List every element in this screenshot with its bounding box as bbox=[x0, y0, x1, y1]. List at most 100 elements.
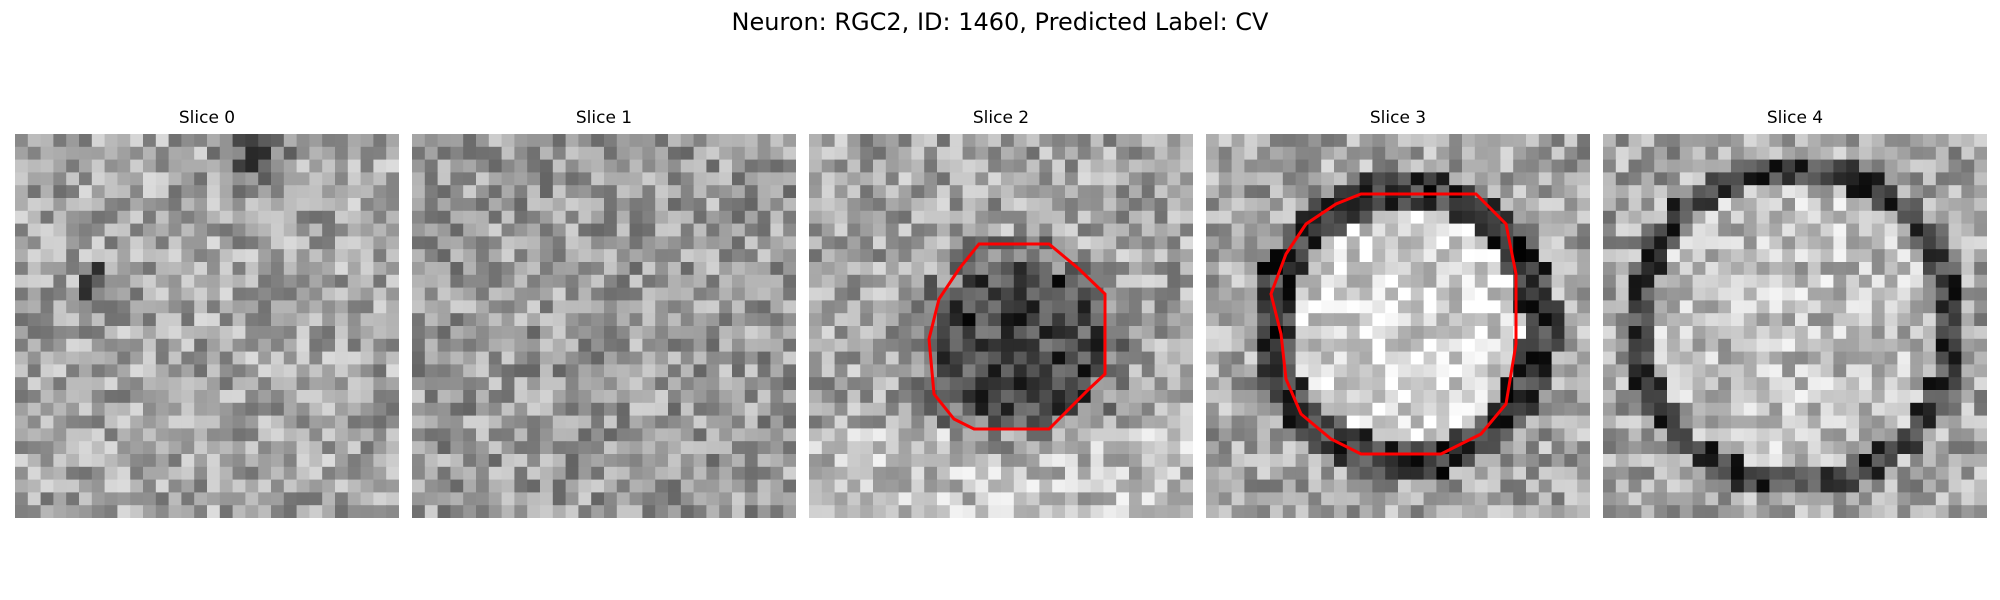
pixel-cell bbox=[1654, 492, 1668, 506]
pixel-cell bbox=[219, 313, 234, 327]
pixel-cell bbox=[1705, 172, 1719, 186]
pixel-cell bbox=[1820, 479, 1834, 493]
pixel-cell bbox=[143, 428, 157, 442]
pixel-cell bbox=[1308, 454, 1322, 468]
pixel-cell bbox=[296, 466, 310, 481]
pixel-cell bbox=[27, 249, 42, 263]
pixel-cell bbox=[1577, 377, 1590, 391]
pixel-cell bbox=[1935, 198, 1950, 212]
pixel-cell bbox=[1692, 159, 1706, 173]
pixel-cell bbox=[1206, 390, 1220, 404]
pixel-cell bbox=[1206, 287, 1220, 301]
pixel-cell bbox=[104, 377, 118, 391]
pixel-cell bbox=[143, 351, 157, 365]
pixel-cell bbox=[719, 390, 733, 404]
pixel-cell bbox=[744, 454, 759, 468]
pixel-cell bbox=[245, 466, 259, 481]
pixel-cell bbox=[1218, 210, 1233, 225]
pixel-cell bbox=[744, 198, 759, 212]
pixel-cell bbox=[1244, 326, 1258, 340]
pixel-cell bbox=[412, 351, 426, 365]
pixel-cell bbox=[924, 454, 938, 468]
pixel-cell bbox=[104, 428, 118, 442]
pixel-cell bbox=[360, 313, 374, 327]
pixel-cell bbox=[1398, 300, 1412, 314]
slice-title: Slice 4 bbox=[1766, 108, 1824, 128]
pixel-cell bbox=[540, 287, 554, 301]
pixel-cell bbox=[1641, 210, 1655, 225]
pixel-cell bbox=[450, 505, 464, 518]
pixel-cell bbox=[1884, 466, 1898, 481]
pixel-cell bbox=[207, 236, 221, 250]
pixel-cell bbox=[1359, 415, 1373, 429]
pixel-cell bbox=[1603, 236, 1617, 250]
pixel-cell bbox=[181, 364, 195, 378]
pixel-cell bbox=[924, 210, 938, 225]
pixel-cell bbox=[680, 236, 695, 250]
pixel-cell bbox=[1603, 223, 1617, 237]
pixel-cell bbox=[66, 492, 80, 506]
pixel-cell bbox=[1551, 390, 1565, 404]
pixel-cell bbox=[1167, 146, 1181, 161]
pixel-cell bbox=[335, 313, 349, 327]
pixel-cell bbox=[1948, 492, 1962, 506]
pixel-cell bbox=[1052, 428, 1066, 442]
pixel-cell bbox=[937, 210, 951, 225]
pixel-cell bbox=[386, 492, 399, 506]
pixel-cell bbox=[591, 313, 605, 327]
pixel-cell bbox=[847, 428, 861, 442]
pixel-cell bbox=[1026, 300, 1040, 314]
pixel-cell bbox=[360, 262, 374, 276]
pixel-cell bbox=[360, 185, 374, 199]
pixel-cell bbox=[1410, 274, 1425, 289]
pixel-cell bbox=[1052, 402, 1066, 417]
pixel-cell bbox=[501, 185, 515, 199]
pixel-cell bbox=[1526, 274, 1540, 289]
pixel-cell bbox=[1141, 159, 1156, 173]
pixel-cell bbox=[450, 402, 464, 417]
pixel-cell bbox=[604, 364, 618, 378]
pixel-cell bbox=[1641, 236, 1655, 250]
pixel-cell bbox=[488, 326, 503, 340]
pixel-cell bbox=[1410, 428, 1425, 442]
pixel-cell bbox=[181, 466, 195, 481]
pixel-cell bbox=[834, 364, 848, 378]
pixel-cell bbox=[1910, 249, 1924, 263]
pixel-cell bbox=[117, 249, 131, 263]
pixel-cell bbox=[1103, 492, 1117, 506]
pixel-cell bbox=[1897, 351, 1911, 365]
pixel-cell bbox=[847, 249, 861, 263]
pixel-cell bbox=[373, 262, 387, 276]
pixel-cell bbox=[975, 198, 989, 212]
pixel-cell bbox=[53, 505, 67, 518]
pixel-cell bbox=[1013, 479, 1028, 493]
pixel-cell bbox=[540, 415, 554, 429]
pixel-cell bbox=[194, 364, 208, 378]
pixel-cell bbox=[770, 287, 784, 301]
pixel-cell bbox=[1436, 236, 1450, 250]
pixel-cell bbox=[1026, 134, 1040, 148]
pixel-cell bbox=[1206, 172, 1220, 186]
pixel-cell bbox=[219, 172, 234, 186]
pixel-cell bbox=[847, 300, 861, 314]
pixel-cell bbox=[155, 274, 170, 289]
pixel-cell bbox=[937, 441, 951, 455]
pixel-cell bbox=[1077, 287, 1092, 301]
pixel-cell bbox=[1692, 210, 1706, 225]
pixel-cell bbox=[680, 287, 695, 301]
pixel-cell bbox=[885, 236, 900, 250]
pixel-cell bbox=[1500, 492, 1514, 506]
pixel-cell bbox=[347, 479, 362, 493]
pixel-cell bbox=[1308, 134, 1322, 148]
pixel-cell bbox=[629, 274, 643, 289]
pixel-cell bbox=[975, 505, 989, 518]
pixel-cell bbox=[693, 223, 707, 237]
pixel-cell bbox=[258, 479, 272, 493]
pixel-cell bbox=[501, 159, 515, 173]
pixel-cell bbox=[860, 402, 874, 417]
pixel-cell bbox=[1782, 223, 1796, 237]
pixel-cell bbox=[1641, 159, 1655, 173]
pixel-cell bbox=[232, 454, 246, 468]
pixel-cell bbox=[540, 441, 554, 455]
pixel-cell bbox=[1526, 185, 1540, 199]
